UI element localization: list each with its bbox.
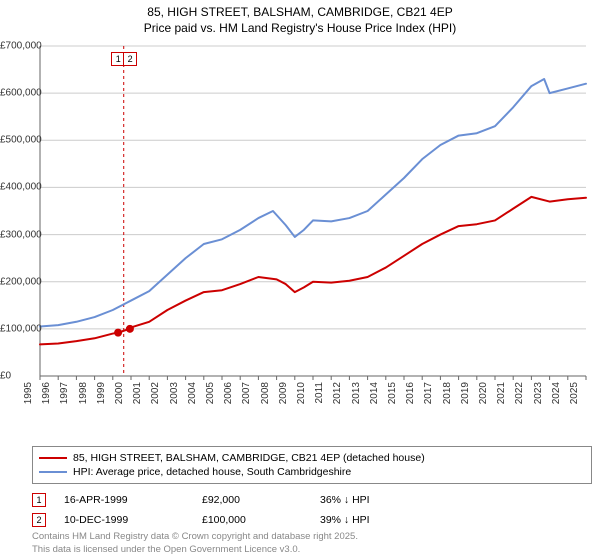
chart-svg bbox=[32, 40, 592, 410]
title-line-1: 85, HIGH STREET, BALSHAM, CAMBRIDGE, CB2… bbox=[0, 4, 600, 20]
chart-area: £0£100,000£200,000£300,000£400,000£500,0… bbox=[32, 40, 592, 410]
y-axis-label: £500,000 bbox=[0, 135, 52, 146]
transaction-date: 10-DEC-1999 bbox=[64, 514, 184, 526]
footnote-line-2: This data is licensed under the Open Gov… bbox=[32, 544, 358, 556]
transaction-row: 1 16-APR-1999 £92,000 36% ↓ HPI bbox=[32, 490, 592, 510]
legend-row: HPI: Average price, detached house, Sout… bbox=[39, 465, 585, 479]
legend-box: 85, HIGH STREET, BALSHAM, CAMBRIDGE, CB2… bbox=[32, 446, 592, 484]
legend-swatch bbox=[39, 457, 67, 459]
y-axis-label: £200,000 bbox=[0, 276, 52, 287]
legend-label: HPI: Average price, detached house, Sout… bbox=[73, 466, 351, 478]
legend-row: 85, HIGH STREET, BALSHAM, CAMBRIDGE, CB2… bbox=[39, 451, 585, 465]
y-axis-label: £400,000 bbox=[0, 182, 52, 193]
y-axis-label: £700,000 bbox=[0, 41, 52, 52]
footnote-line-1: Contains HM Land Registry data © Crown c… bbox=[32, 531, 358, 543]
y-axis-label: £300,000 bbox=[0, 229, 52, 240]
y-axis-label: £0 bbox=[0, 371, 52, 382]
title-line-2: Price paid vs. HM Land Registry's House … bbox=[0, 20, 600, 36]
legend-label: 85, HIGH STREET, BALSHAM, CAMBRIDGE, CB2… bbox=[73, 452, 425, 464]
transaction-index: 1 bbox=[32, 493, 46, 507]
y-axis-label: £600,000 bbox=[0, 88, 52, 99]
y-axis-label: £100,000 bbox=[0, 323, 52, 334]
transaction-price: £92,000 bbox=[202, 494, 302, 506]
transaction-row: 2 10-DEC-1999 £100,000 39% ↓ HPI bbox=[32, 510, 592, 530]
transaction-rows: 1 16-APR-1999 £92,000 36% ↓ HPI 2 10-DEC-1999… bbox=[32, 490, 592, 530]
transaction-pct: 36% ↓ HPI bbox=[320, 494, 440, 506]
x-axis-label: 2025 bbox=[569, 382, 600, 422]
transaction-price: £100,000 bbox=[202, 514, 302, 526]
legend-and-data-block: 85, HIGH STREET, BALSHAM, CAMBRIDGE, CB2… bbox=[32, 446, 592, 530]
transaction-date: 16-APR-1999 bbox=[64, 494, 184, 506]
transaction-index: 2 bbox=[32, 513, 46, 527]
legend-swatch bbox=[39, 471, 67, 473]
event-marker: 2 bbox=[123, 52, 137, 66]
transaction-pct: 39% ↓ HPI bbox=[320, 514, 440, 526]
chart-title-block: 85, HIGH STREET, BALSHAM, CAMBRIDGE, CB2… bbox=[0, 0, 600, 36]
footnote: Contains HM Land Registry data © Crown c… bbox=[32, 531, 358, 556]
